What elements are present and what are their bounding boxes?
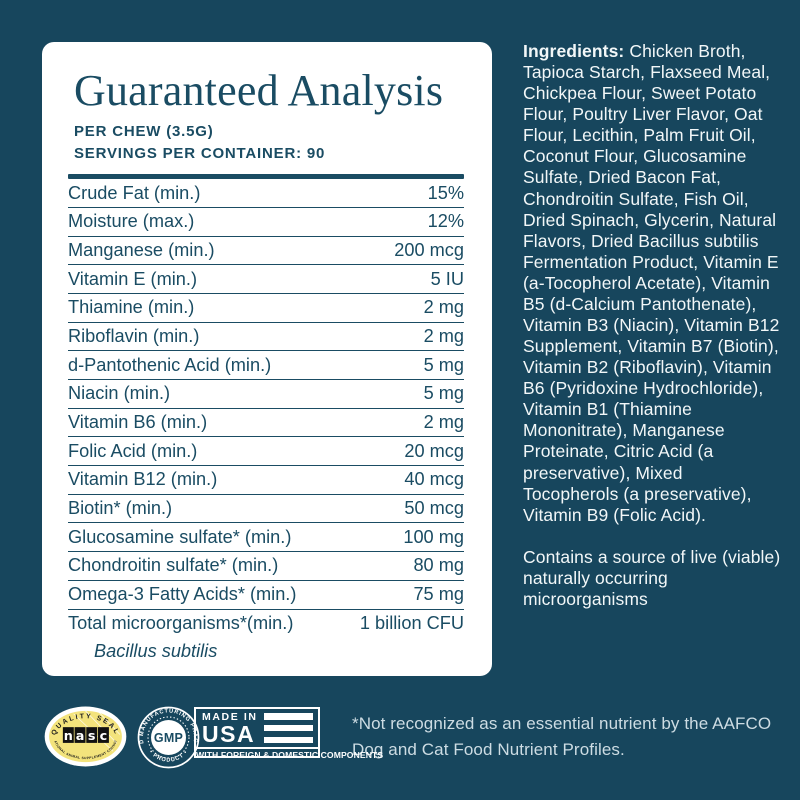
- row-label: Vitamin B6 (min.): [68, 412, 208, 433]
- row-label: Vitamin E (min.): [68, 268, 198, 289]
- row-value: 2 mg: [423, 325, 464, 346]
- row-label: d-Pantothenic Acid (min.): [68, 354, 272, 375]
- gmp-dotted-ring: [147, 716, 190, 759]
- row-label: Crude Fat (min.): [68, 182, 201, 203]
- row-value: 12%: [427, 211, 464, 232]
- row-value: 15%: [427, 182, 464, 203]
- table-row: Manganese (min.) 200 mcg: [68, 237, 464, 266]
- gmp-outer-ring: [137, 706, 200, 769]
- row-value: 5 mg: [423, 383, 464, 404]
- usa-components-strip: WITH FOREIGN & DOMESTIC COMPONENTS: [196, 747, 383, 762]
- ingredients-paragraph: Ingredients: Chicken Broth, Tapioca Star…: [523, 41, 781, 526]
- row-label: Total microorganisms*(min.): [68, 613, 294, 634]
- table-row: Omega-3 Fatty Acids* (min.) 75 mg: [68, 581, 464, 610]
- row-value: 80 mg: [413, 555, 464, 576]
- row-label: Chondroitin sulfate* (min.): [68, 555, 279, 576]
- ingredients-label: Ingredients:: [523, 41, 625, 61]
- table-row: Vitamin B6 (min.) 2 mg: [68, 409, 464, 438]
- servings-subhead: SERVINGS PER CONTAINER: 90: [74, 145, 326, 163]
- nasc-yellow-oval: [49, 710, 122, 763]
- row-value: 40 mcg: [404, 469, 464, 490]
- nasc-letter-tile: [97, 727, 109, 743]
- row-label: Biotin* (min.): [68, 498, 173, 519]
- row-label: Moisture (max.): [68, 211, 195, 232]
- row-value: 75 mg: [413, 584, 464, 605]
- usa-flag-stripes: [263, 712, 313, 745]
- nasc-letter: s: [88, 729, 96, 744]
- row-label: Thiamine (min.): [68, 297, 195, 318]
- gmp-center-text: GMP: [154, 731, 183, 745]
- table-row: Crude Fat (min.) 15%: [68, 179, 464, 208]
- usa-badge-words: MADE IN USA: [202, 711, 258, 747]
- nasc-letter: a: [76, 729, 85, 744]
- row-value: 2 mg: [423, 412, 464, 433]
- table-row: Chondroitin sulfate* (min.) 80 mg: [68, 552, 464, 581]
- guaranteed-analysis-panel: Guaranteed Analysis PER CHEW (3.5G) SERV…: [42, 42, 492, 676]
- row-label: Niacin (min.): [68, 383, 171, 404]
- gmp-seal: GOOD MANUFACTURING PRACTICE • PRODUCT • …: [137, 706, 200, 769]
- row-label: Manganese (min.): [68, 239, 215, 260]
- table-row: Total microorganisms*(min.) 1 billion CFU: [68, 610, 464, 639]
- nasc-letter-tile: [74, 727, 86, 743]
- table-row: Folic Acid (min.) 20 mcg: [68, 437, 464, 467]
- nasc-letter-tile: [86, 727, 98, 743]
- header-rule: [68, 174, 464, 180]
- row-label: Omega-3 Fatty Acids* (min.): [68, 584, 297, 605]
- flag-stripe: [263, 736, 313, 744]
- table-row: Thiamine (min.) 2 mg: [68, 294, 464, 323]
- page-title: Guaranteed Analysis: [74, 66, 444, 115]
- row-value: 5 mg: [423, 354, 464, 375]
- usa-badge-top: MADE IN USA: [196, 709, 318, 747]
- nasc-letter: c: [100, 729, 108, 744]
- usa-text: USA: [202, 720, 256, 747]
- row-value: 20 mcg: [404, 440, 464, 461]
- row-value: 100 mg: [403, 526, 464, 547]
- table-row: Glucosamine sulfate* (min.) 100 mg: [68, 523, 464, 553]
- flag-stripe: [263, 713, 313, 720]
- per-chew-subhead: PER CHEW (3.5G): [74, 123, 214, 141]
- nasc-letter: n: [64, 729, 73, 744]
- table-row: Vitamin E (min.) 5 IU: [68, 265, 464, 294]
- table-row: Biotin* (min.) 50 mcg: [68, 495, 464, 524]
- row-value: 1 billion CFU: [359, 613, 464, 634]
- table-row: Vitamin B12 (min.) 40 mcg: [68, 466, 464, 495]
- nasc-letter-tile: [62, 727, 74, 743]
- row-value: 2 mg: [423, 297, 464, 318]
- table-row: d-Pantothenic Acid (min.) 5 mg: [68, 351, 464, 380]
- row-value: 5 IU: [430, 268, 464, 289]
- aafco-footnote: *Not recognized as an essential nutrient…: [352, 714, 772, 759]
- row-value: 200 mcg: [394, 239, 464, 260]
- row-label: Folic Acid (min.): [68, 440, 198, 461]
- ingredients-text: Chicken Broth, Tapioca Starch, Flaxseed …: [523, 41, 780, 525]
- row-label: Riboflavin (min.): [68, 325, 200, 346]
- row-label: Vitamin B12 (min.): [68, 469, 218, 490]
- table-row: Niacin (min.) 5 mg: [68, 380, 464, 409]
- row-value: 50 mcg: [404, 498, 464, 519]
- total-microorganisms-species: Bacillus subtilis: [94, 640, 218, 661]
- analysis-table: Crude Fat (min.) 15% Moisture (max.) 12% Man…: [68, 179, 464, 638]
- contains-note: Contains a source of live (viable) natur…: [523, 546, 781, 609]
- table-row: Riboflavin (min.) 2 mg: [68, 323, 464, 352]
- made-in-usa-badge: MADE IN USA WITH FOREIGN & DOMESTIC COMP…: [194, 707, 383, 760]
- table-row: Moisture (max.) 12%: [68, 208, 464, 237]
- made-in-text: MADE IN: [202, 711, 258, 723]
- row-label: Glucosamine sulfate* (min.): [68, 526, 292, 547]
- gmp-center-disc: [151, 720, 186, 755]
- flag-stripe: [263, 724, 313, 732]
- ingredients-column: Ingredients: Chicken Broth, Tapioca Star…: [523, 41, 781, 610]
